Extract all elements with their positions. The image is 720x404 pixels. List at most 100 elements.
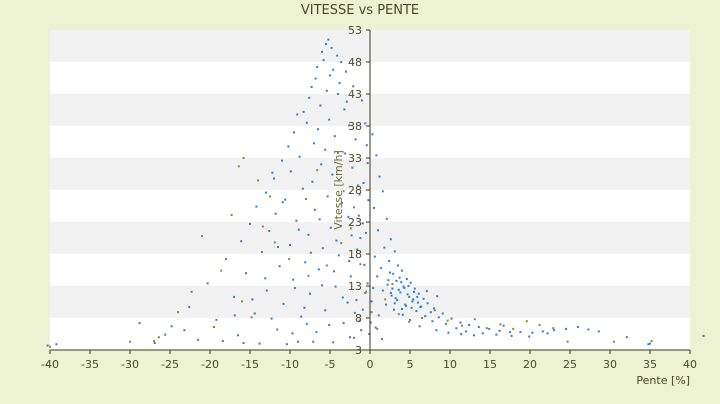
x-tick-label: -15 (241, 358, 259, 371)
data-point (649, 342, 651, 345)
data-point (702, 334, 705, 337)
data-point (325, 264, 328, 267)
data-point (304, 261, 307, 264)
data-point (164, 333, 167, 336)
data-point (327, 38, 330, 41)
data-point (349, 227, 352, 230)
data-point (370, 300, 373, 303)
data-point (404, 303, 407, 306)
data-point (240, 240, 243, 243)
data-point (340, 61, 343, 63)
data-point (390, 294, 393, 297)
y-tick-label: 18 (348, 248, 362, 261)
data-point (447, 331, 450, 334)
data-point (341, 201, 343, 204)
data-point (322, 59, 325, 62)
data-point (220, 269, 223, 272)
data-point (429, 311, 432, 314)
data-point (411, 300, 414, 303)
data-point (348, 260, 351, 262)
data-point (269, 195, 271, 198)
data-point (341, 296, 344, 299)
data-point (281, 201, 284, 204)
data-point (242, 157, 245, 159)
data-point (345, 70, 347, 73)
x-tick-label: -35 (81, 358, 99, 371)
data-point (190, 290, 193, 293)
data-point (370, 311, 373, 314)
y-tick-label: 53 (348, 24, 362, 37)
data-point (650, 340, 653, 342)
data-point (353, 206, 355, 209)
data-point (233, 314, 236, 317)
data-point (314, 77, 317, 80)
data-point (422, 297, 425, 300)
data-point (383, 246, 386, 249)
data-point (359, 237, 362, 239)
data-point (437, 316, 440, 319)
data-point (250, 316, 253, 319)
data-point (392, 272, 395, 275)
data-point (394, 297, 397, 300)
data-point (292, 278, 295, 281)
data-point (287, 145, 290, 148)
data-point (365, 231, 367, 234)
data-point (371, 133, 374, 136)
data-point (298, 155, 301, 158)
data-point (344, 152, 347, 155)
data-point (245, 272, 247, 275)
data-point (406, 293, 409, 296)
data-point (531, 331, 534, 334)
y-tick-label: 3 (355, 344, 362, 357)
data-point (330, 46, 333, 49)
data-point (495, 333, 498, 336)
data-point (345, 100, 348, 103)
data-point (309, 251, 312, 254)
data-point (277, 246, 279, 248)
data-point (499, 323, 502, 326)
data-point (170, 325, 173, 328)
data-point (378, 175, 381, 178)
data-point (342, 190, 345, 193)
data-point (360, 329, 363, 332)
data-point (566, 340, 569, 343)
x-tick-label: 20 (523, 358, 537, 371)
data-point (519, 331, 522, 334)
data-point (647, 343, 650, 346)
data-point (241, 300, 243, 303)
data-point (401, 269, 403, 272)
data-point (353, 311, 356, 314)
data-point (388, 260, 391, 262)
data-point (316, 66, 319, 69)
data-point (315, 331, 318, 334)
data-point (397, 264, 399, 267)
data-point (333, 135, 336, 138)
data-point (391, 287, 394, 290)
data-point (264, 277, 267, 280)
data-point (321, 284, 323, 287)
data-point (510, 334, 513, 337)
data-point (293, 286, 296, 289)
data-point (349, 336, 351, 339)
data-point (349, 275, 352, 278)
data-point (546, 332, 549, 335)
data-point (221, 340, 224, 342)
data-point (324, 309, 327, 312)
data-point (393, 250, 396, 253)
data-point (424, 315, 427, 318)
data-point (300, 315, 303, 318)
data-point (206, 282, 209, 285)
data-point (415, 310, 418, 312)
data-point (138, 322, 141, 325)
data-point (364, 122, 367, 125)
data-point (274, 212, 277, 215)
data-point (357, 184, 359, 187)
data-point (364, 292, 367, 294)
data-point (393, 302, 396, 305)
data-point (253, 312, 256, 315)
data-point (387, 279, 390, 282)
data-point (477, 326, 480, 328)
data-point (325, 43, 327, 46)
data-point (485, 327, 488, 330)
